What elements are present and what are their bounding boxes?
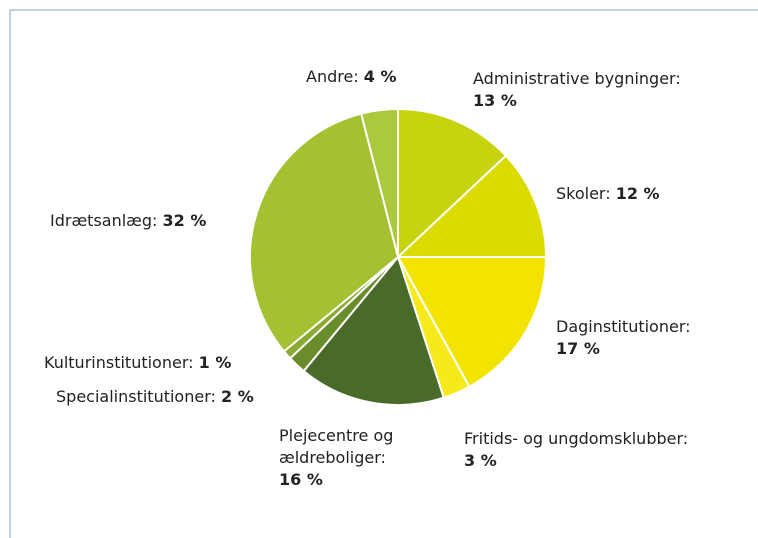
slice-label: Specialinstitutioner: 2 %	[56, 386, 316, 408]
value-label: 16 %	[279, 470, 323, 489]
slice-label: Andre: 4 %	[306, 66, 446, 88]
slice-label: Daginstitutioner: 17 %	[556, 316, 756, 360]
slice-label: Idrætsanlæg: 32 %	[50, 210, 310, 232]
pie-slice	[302, 254, 445, 406]
value-label: 1 %	[198, 353, 232, 372]
value-label: 17 %	[556, 339, 600, 358]
pie-slice	[395, 154, 548, 258]
slice-label: Administrative bygninger: 13 %	[473, 68, 733, 112]
slice-label: Fritids- og ungdomsklubber: 3 %	[464, 428, 744, 472]
value-label: 3 %	[464, 451, 497, 470]
pie-slice	[359, 107, 399, 258]
category-label: Plejecentre og ældreboliger:	[279, 426, 394, 467]
category-label: Daginstitutioner:	[556, 317, 691, 336]
value-label: 12 %	[615, 184, 660, 203]
value-label: 32 %	[162, 211, 207, 230]
category-label: Administrative bygninger:	[473, 69, 681, 88]
value-label: 13 %	[473, 91, 517, 110]
category-label: Fritids- og ungdomsklubber:	[464, 429, 689, 448]
value-label: 4 %	[363, 67, 397, 86]
pie-slice	[396, 256, 548, 389]
category-label: Specialinstitutioner:	[56, 387, 216, 406]
slice-label: Skoler: 12 %	[556, 183, 756, 205]
value-label: 2 %	[220, 387, 254, 406]
category-label: Skoler:	[556, 184, 611, 203]
pie-slice	[397, 107, 508, 260]
slice-label: Plejecentre og ældreboliger: 16 %	[279, 425, 429, 491]
category-label: Kulturinstitutioner:	[44, 353, 194, 372]
slice-label: Kulturinstitutioner: 1 %	[44, 352, 304, 374]
pie-slice	[249, 112, 400, 353]
category-label: Andre:	[306, 67, 359, 86]
category-label: Idrætsanlæg:	[50, 211, 158, 230]
